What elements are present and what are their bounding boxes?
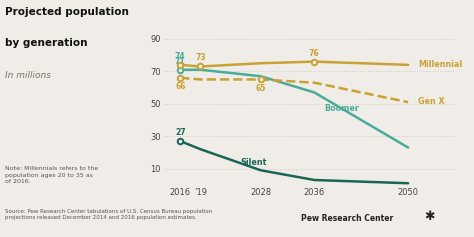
Text: Gen X: Gen X (418, 97, 445, 106)
Text: Boomer: Boomer (324, 104, 359, 113)
Text: In millions: In millions (5, 71, 51, 80)
Text: 27: 27 (175, 128, 186, 137)
Text: 73: 73 (195, 53, 206, 62)
Text: ✱: ✱ (424, 210, 435, 223)
Text: Silent: Silent (241, 158, 267, 167)
Text: Source: Pew Research Center tabulations of U.S. Census Bureau population
project: Source: Pew Research Center tabulations … (5, 209, 212, 220)
Text: 65: 65 (255, 83, 266, 92)
Text: 71: 71 (175, 57, 186, 66)
Text: 76: 76 (309, 49, 319, 58)
Text: Pew Research Center: Pew Research Center (301, 214, 393, 223)
Text: 66: 66 (175, 82, 185, 91)
Text: Note: Millennials refers to the
population ages 20 to 35 as
of 2016.: Note: Millennials refers to the populati… (5, 166, 98, 184)
Text: by generation: by generation (5, 38, 87, 48)
Text: 74: 74 (175, 52, 186, 61)
Text: Millennial: Millennial (418, 60, 463, 69)
Text: Projected population: Projected population (5, 7, 128, 17)
